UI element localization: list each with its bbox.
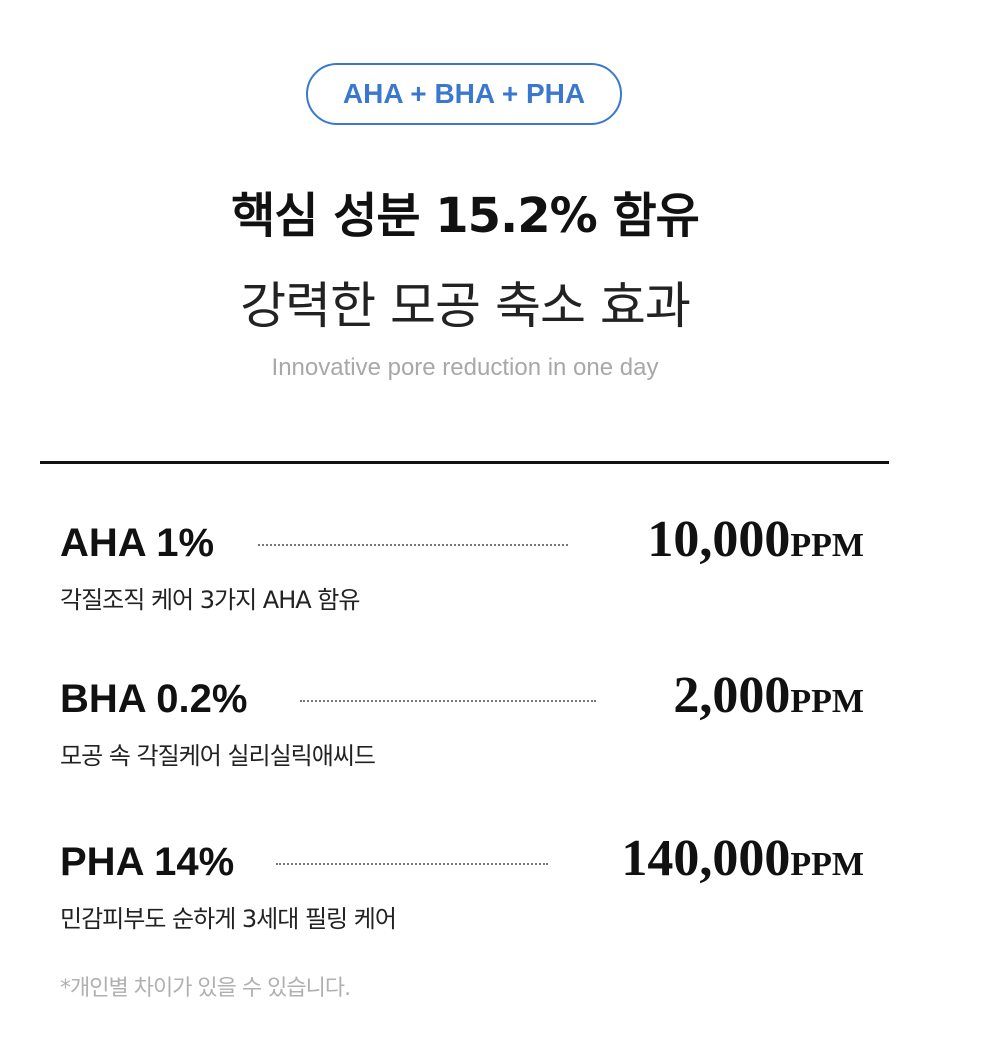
- ingredient-desc: 각질조직 케어 3가지 AHA 함유: [60, 586, 360, 614]
- ingredient-desc: 민감피부도 순하게 3세대 필링 케어: [60, 905, 397, 933]
- divider: [40, 461, 889, 464]
- dotted-leader: [258, 544, 568, 546]
- ingredient-value: 2,000PPM: [673, 667, 864, 724]
- dotted-leader: [300, 700, 596, 702]
- footnote: *개인별 차이가 있을 수 있습니다.: [60, 976, 351, 1001]
- english-subtitle: Innovative pore reduction in one day: [271, 354, 659, 381]
- ingredient-name: BHA 0.2%: [60, 677, 248, 721]
- ingredient-badge: AHA + BHA + PHA: [306, 63, 622, 125]
- ingredient-desc: 모공 속 각질케어 실리실릭애씨드: [60, 742, 376, 770]
- dotted-leader: [276, 863, 548, 865]
- ingredient-value: 140,000PPM: [621, 830, 864, 887]
- page-title: 핵심 성분 15.2% 함유: [231, 188, 700, 244]
- ingredient-value: 10,000PPM: [647, 511, 864, 568]
- page-subtitle: 강력한 모공 축소 효과: [240, 277, 691, 335]
- ingredient-name: PHA 14%: [60, 840, 235, 884]
- ingredient-name: AHA 1%: [60, 521, 215, 565]
